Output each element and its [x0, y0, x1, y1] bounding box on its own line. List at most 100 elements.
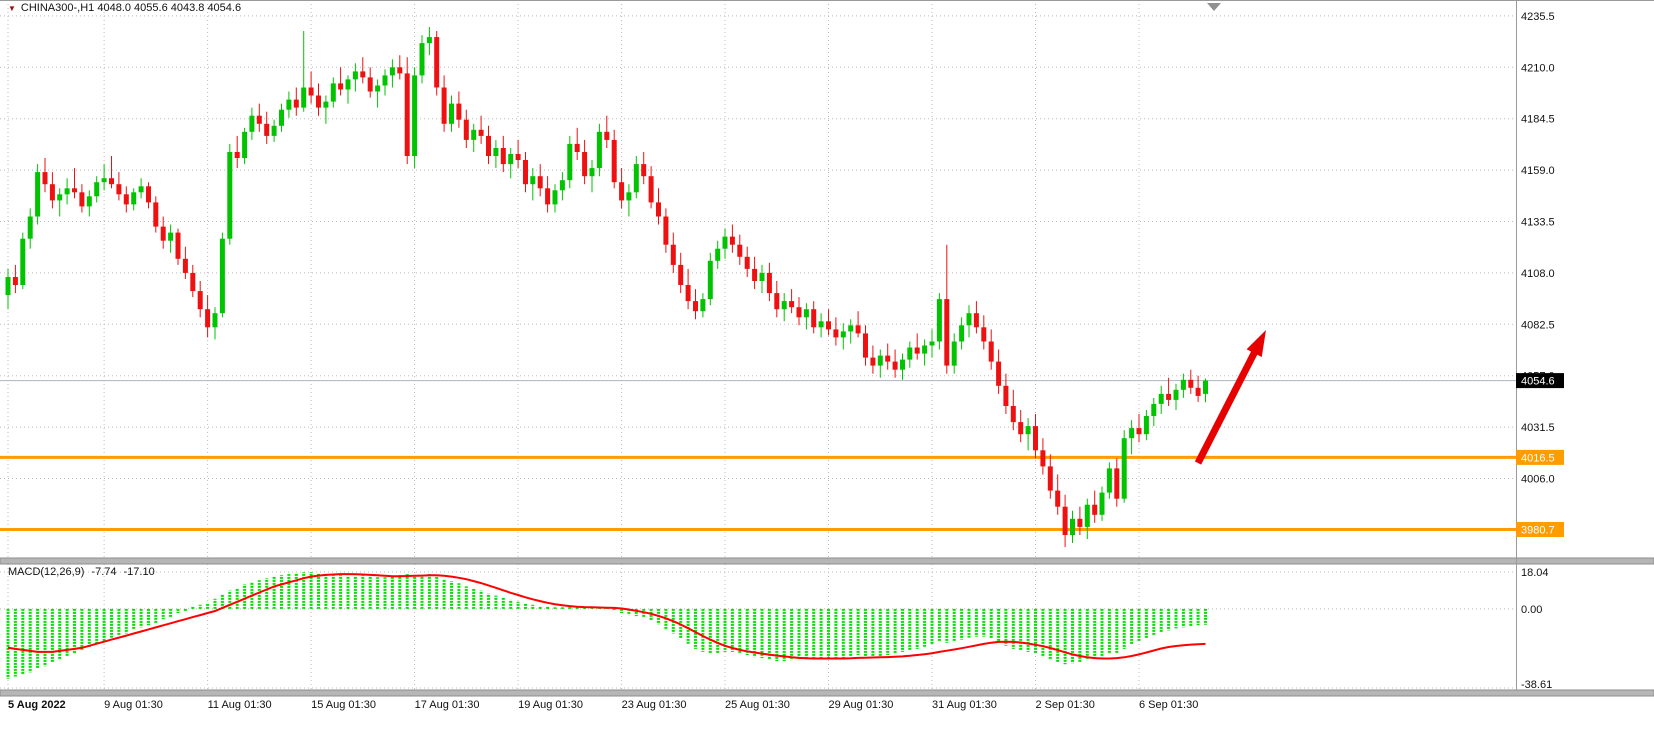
candle-body: [604, 131, 610, 140]
candle: [42, 158, 48, 193]
candle: [146, 182, 151, 209]
macd-axis-label: 18.04: [1521, 567, 1549, 579]
candle: [693, 289, 698, 320]
candle-body: [175, 232, 181, 259]
candle: [234, 135, 240, 169]
candle: [552, 184, 558, 213]
indicator-label: MACD(12,26,9) -7.74 -17.10: [8, 566, 155, 578]
candle-body: [160, 226, 166, 241]
candle: [611, 129, 617, 189]
candle-body: [729, 236, 735, 245]
time-axis-label: 5 Aug 2022: [8, 699, 66, 711]
candle-body: [789, 301, 795, 308]
candle-body: [922, 345, 928, 354]
candle: [929, 329, 935, 358]
candle-body: [1040, 450, 1046, 467]
candle-body: [530, 176, 536, 185]
candle: [648, 166, 654, 209]
candle: [323, 95, 329, 124]
candle: [863, 325, 868, 366]
candle-body: [42, 172, 48, 185]
candle-body: [766, 272, 772, 294]
candle: [190, 264, 196, 298]
candle-body: [1018, 422, 1024, 435]
candle: [219, 232, 225, 318]
price-axis-label: 4082.5: [1521, 319, 1555, 331]
candle-body: [338, 83, 344, 90]
candle: [1047, 454, 1053, 499]
candle-body: [279, 109, 284, 126]
candle-body: [877, 355, 883, 366]
candle: [1003, 373, 1009, 414]
candle-body: [49, 184, 55, 201]
candle-body: [973, 313, 979, 328]
candle-body: [404, 73, 410, 156]
chart-title-text: CHINA300-,H1 4048.0 4055.6 4043.8 4054.6: [20, 2, 242, 14]
candle: [707, 252, 713, 306]
candle: [900, 353, 905, 380]
candle-body: [471, 129, 477, 140]
candle-body: [1114, 468, 1120, 499]
candle-body: [486, 135, 491, 156]
candle: [922, 339, 928, 366]
trend-arrow-shaft[interactable]: [1194, 347, 1260, 465]
candle-body: [574, 143, 580, 152]
candle: [94, 176, 100, 203]
candle-body: [1129, 428, 1135, 439]
time-axis-label: 17 Aug 01:30: [415, 699, 480, 711]
candle-body: [1143, 416, 1149, 435]
candle-body: [914, 347, 920, 354]
candle: [1106, 462, 1112, 499]
price-axis-label: 4184.5: [1521, 114, 1555, 126]
panel-divider[interactable]: [0, 557, 1654, 565]
candle-body: [1166, 393, 1172, 400]
candle-body: [537, 176, 543, 189]
candle: [175, 228, 181, 265]
candle-body: [855, 325, 861, 334]
candle: [138, 178, 144, 199]
trend-arrow[interactable]: [1194, 330, 1266, 465]
candle: [131, 188, 137, 211]
candle-body: [678, 264, 684, 285]
candle-body: [1106, 468, 1112, 493]
candle: [279, 103, 284, 132]
chart-shift-marker[interactable]: [1207, 3, 1221, 11]
candle: [419, 35, 425, 84]
candle-body: [648, 176, 654, 203]
trend-arrow-head[interactable]: [1246, 330, 1266, 358]
candle: [774, 281, 780, 318]
macd-signal-line: [7, 573, 1206, 660]
macd-axis-label: -38.61: [1521, 679, 1552, 691]
candle: [619, 168, 625, 209]
candle-body: [242, 131, 248, 158]
candle-body: [818, 321, 824, 328]
candle: [264, 111, 270, 144]
candle: [1077, 506, 1083, 535]
candle-body: [811, 309, 817, 328]
candle-body: [596, 131, 602, 169]
candle-body: [752, 268, 758, 281]
candle: [1018, 410, 1024, 443]
candle-body: [848, 325, 854, 332]
candle-body: [109, 178, 114, 185]
candle-body: [693, 301, 698, 312]
price-badge-bg: [1516, 449, 1564, 465]
candle-body: [308, 87, 314, 96]
candle-body: [826, 321, 831, 330]
symbol-dropdown-icon[interactable]: ▼: [8, 4, 16, 13]
candle-body: [996, 361, 1002, 386]
candle: [271, 119, 277, 142]
candle: [789, 289, 795, 314]
panel-divider[interactable]: [0, 689, 1654, 697]
candle-body: [389, 67, 395, 76]
candle: [101, 164, 107, 191]
candle-body: [138, 186, 144, 193]
candle: [12, 264, 18, 294]
candle-body: [966, 313, 972, 326]
candle-body: [1173, 389, 1179, 400]
candle: [685, 268, 691, 310]
candle-body: [1195, 387, 1201, 396]
candle-body: [870, 357, 876, 366]
